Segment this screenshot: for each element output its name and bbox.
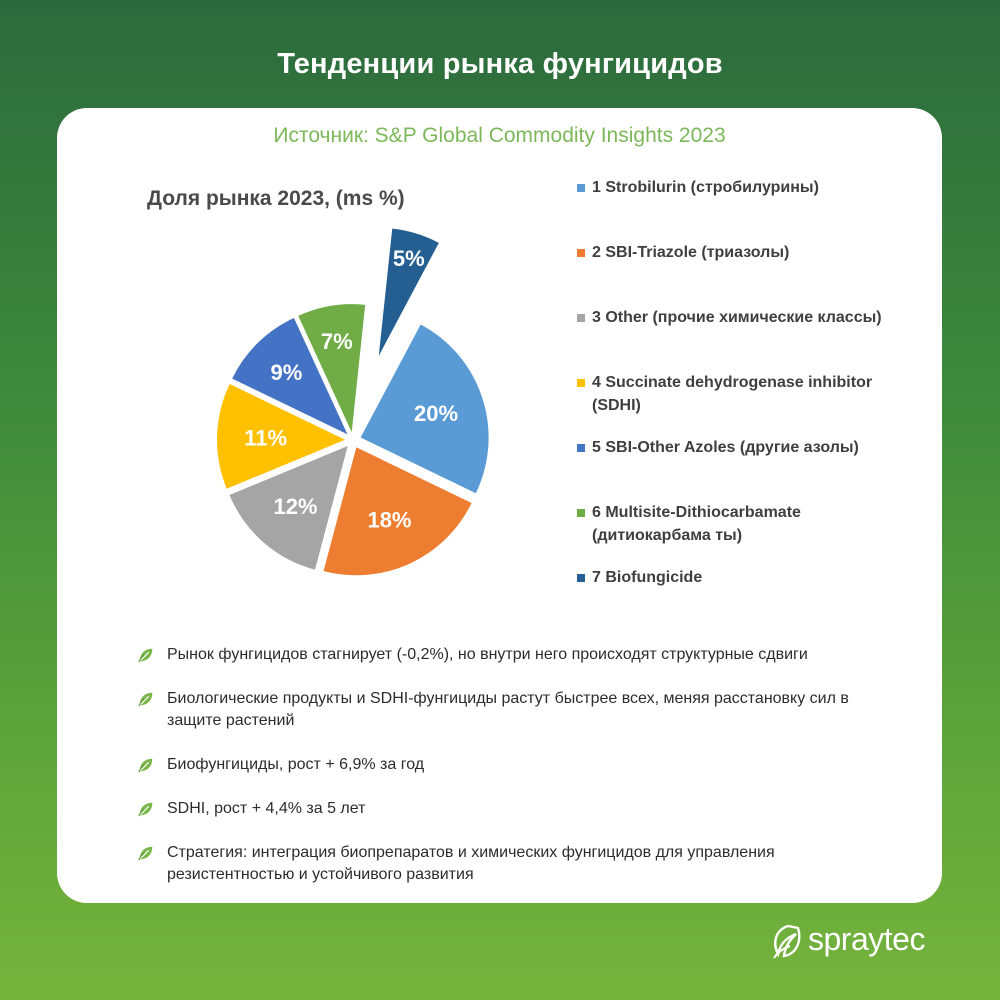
pie-slice	[232, 317, 348, 435]
list-item-text: Стратегия: интеграция биопрепаратов и хи…	[167, 844, 775, 883]
legend-label: 6 Multisite-Dithiocarbamate (дитиокарбам…	[592, 504, 801, 544]
legend-swatch	[577, 184, 585, 192]
legend-item: 3 Other (прочие химические классы)	[577, 306, 907, 329]
legend-swatch	[577, 574, 585, 582]
list-item-text: Биологические продукты и SDHI-фунгициды …	[167, 690, 849, 729]
list-item-text: Рынок фунгицидов стагнирует (-0,2%), но …	[167, 646, 808, 663]
legend-swatch	[577, 509, 585, 517]
pie-chart-svg: 20% 18% 12% 11% 9% 7% 5%	[217, 228, 489, 576]
leaf-icon	[138, 758, 153, 773]
list-item: SDHI, рост + 4,4% за 5 лет	[137, 798, 877, 820]
leaf-icon	[138, 846, 153, 861]
legend-item: 5 SBI-Other Azoles (другие азолы)	[577, 436, 907, 459]
legend-label: 3 Other (прочие химические классы)	[592, 309, 882, 326]
pie-slice	[217, 384, 346, 489]
pie-slice-label: 20%	[414, 401, 458, 426]
pie-slice-label: 12%	[273, 494, 317, 519]
list-item: Биологические продукты и SDHI-фунгициды …	[137, 688, 877, 732]
legend-item: 4 Succinate dehydrogenase inhibitor (SDH…	[577, 371, 907, 417]
legend-label: 5 SBI-Other Azoles (другие азолы)	[592, 439, 859, 456]
pie-chart: 20% 18% 12% 11% 9% 7% 5% Доля рынка 2023, (ms …	[135, 175, 535, 593]
pie-slice	[360, 324, 489, 494]
pie-slice-label: 18%	[367, 507, 411, 532]
list-item: Биофунгициды, рост + 6,9% за год	[137, 754, 877, 776]
legend-item: 2 SBI-Triazole (триазолы)	[577, 241, 907, 264]
pie-slice-label: 7%	[321, 329, 353, 354]
pie-slice-label: 11%	[244, 425, 287, 450]
legend-label: 7 Biofungicide	[592, 569, 703, 586]
chart-title: Доля рынка 2023, (ms %)	[147, 187, 405, 210]
leaf-icon	[138, 648, 153, 663]
source-caption: Источник: S&P Global Commodity Insights …	[273, 124, 726, 147]
legend-swatch	[577, 249, 585, 257]
pie-slice	[298, 304, 366, 433]
pie-slice	[323, 447, 472, 576]
legend-label: 2 SBI-Triazole (триазолы)	[592, 244, 790, 261]
leaf-icon	[138, 692, 153, 707]
pie-slice	[378, 228, 439, 356]
legend-item: 1 Strobilurin (стробилурины)	[577, 176, 907, 199]
spraytec-logo: spraytec	[770, 920, 950, 964]
pie-slice-label: 5%	[393, 246, 425, 271]
legend-swatch	[577, 379, 585, 387]
legend-item: 6 Multisite-Dithiocarbamate (дитиокарбам…	[577, 501, 907, 547]
content-card: Источник: S&P Global Commodity Insights …	[57, 108, 942, 903]
spraytec-leaf-logo-icon	[773, 924, 801, 959]
list-item: Стратегия: интеграция биопрепаратов и хи…	[137, 842, 877, 886]
legend-label: 4 Succinate dehydrogenase inhibitor (SDH…	[592, 374, 873, 414]
brand-name: spraytec	[808, 921, 925, 957]
legend-swatch	[577, 314, 585, 322]
list-item-text: SDHI, рост + 4,4% за 5 лет	[167, 800, 366, 817]
list-item: Рынок фунгицидов стагнирует (-0,2%), но …	[137, 644, 877, 666]
leaf-icon	[138, 802, 153, 817]
legend-swatch	[577, 444, 585, 452]
pie-slice-label: 9%	[271, 360, 303, 385]
legend-label: 1 Strobilurin (стробилурины)	[592, 179, 819, 196]
pie-slice	[229, 446, 348, 570]
legend-item: 7 Biofungicide	[577, 566, 907, 589]
page-title: Тенденции рынка фунгицидов	[277, 48, 723, 80]
list-item-text: Биофунгициды, рост + 6,9% за год	[167, 756, 425, 773]
